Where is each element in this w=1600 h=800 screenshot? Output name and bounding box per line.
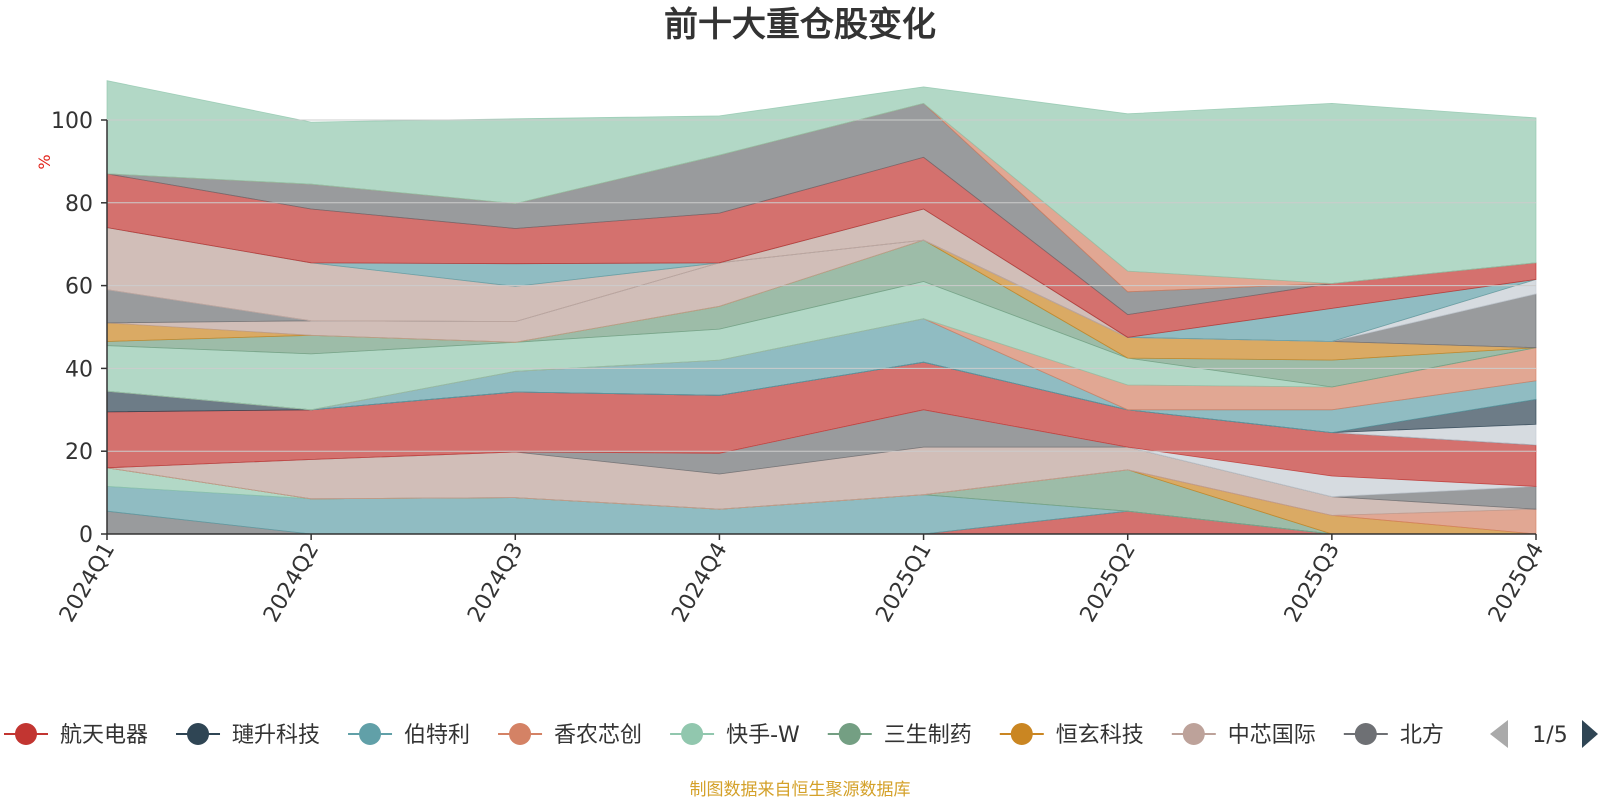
legend-pager: 1/5 [1490, 720, 1598, 748]
legend-label: 航天电器 [60, 723, 148, 748]
legend-marker-icon [359, 723, 382, 745]
x-tick-label: 2024Q3 [463, 539, 528, 627]
legend-marker-icon [1182, 723, 1205, 745]
legend-prev-page-arrow-icon[interactable] [1490, 720, 1508, 748]
legend-marker-icon [1010, 723, 1033, 745]
legend: 航天电器 璉升科技 伯特利 香农芯创 快手-W 三生制药 恒玄科技 中芯国际 北方 [4, 723, 1444, 748]
data-source-note: 制图数据来自恒生聚源数据库 [690, 780, 911, 800]
legend-item[interactable]: 恒玄科技 [999, 723, 1144, 748]
legend-marker-icon [681, 723, 704, 745]
legend-item[interactable]: 三生制药 [827, 723, 972, 748]
legend-label: 北方 [1400, 723, 1444, 748]
x-tick-label: 2025Q1 [871, 539, 936, 627]
plot-area [106, 80, 1537, 535]
legend-marker-icon [187, 723, 210, 745]
legend-marker-icon [509, 723, 532, 745]
y-tick-label: 40 [65, 357, 93, 382]
y-tick-label: 100 [51, 109, 93, 134]
x-tick-label: 2024Q4 [667, 539, 732, 627]
y-tick-label: 20 [65, 440, 93, 465]
legend-page-indicator: 1/5 [1532, 723, 1567, 748]
legend-marker-icon [1354, 723, 1377, 745]
legend-item[interactable]: 香农芯创 [498, 723, 642, 748]
x-tick-label: 2025Q4 [1484, 539, 1549, 627]
chart-title: 前十大重仓股变化 [664, 5, 936, 45]
legend-next-page-arrow-icon[interactable] [1582, 720, 1598, 748]
legend-marker-icon [15, 723, 37, 745]
legend-label: 香农芯创 [554, 723, 642, 748]
legend-label: 快手-W [726, 723, 800, 748]
y-tick-label: 80 [65, 192, 93, 217]
legend-item[interactable]: 航天电器 [4, 723, 148, 748]
legend-label: 三生制药 [884, 723, 972, 748]
y-axis-unit: % [35, 154, 54, 169]
legend-item[interactable]: 璉升科技 [176, 723, 320, 748]
series-area-28 [106, 80, 1537, 284]
x-tick-label: 2024Q2 [259, 539, 324, 627]
legend-label: 恒玄科技 [1056, 723, 1144, 748]
x-tick-label: 2025Q2 [1076, 539, 1141, 627]
legend-label: 伯特利 [404, 723, 470, 748]
legend-item[interactable]: 伯特利 [348, 723, 470, 748]
legend-item[interactable]: 快手-W [670, 723, 800, 748]
y-tick-label: 60 [65, 275, 93, 300]
legend-label: 中芯国际 [1228, 723, 1316, 748]
legend-item[interactable]: 中芯国际 [1171, 723, 1316, 748]
x-tick-label: 2024Q1 [55, 539, 120, 627]
legend-marker-icon [838, 723, 861, 745]
x-tick-label: 2025Q3 [1280, 539, 1345, 627]
grid-lines [107, 119, 1536, 452]
legend-label: 璉升科技 [232, 723, 320, 748]
y-tick-label: 0 [79, 523, 93, 548]
legend-item[interactable]: 北方 [1343, 723, 1444, 748]
